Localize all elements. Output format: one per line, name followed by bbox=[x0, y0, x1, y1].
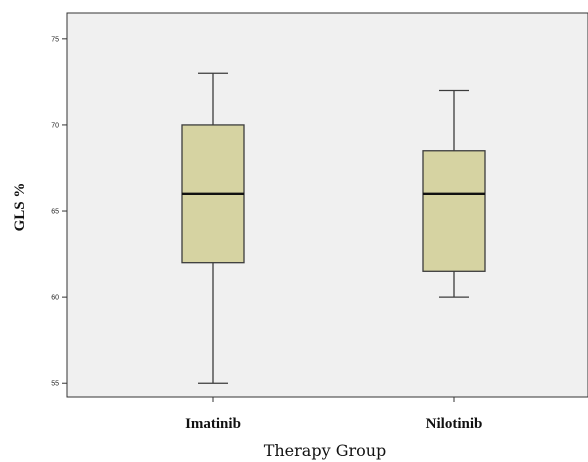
y-tick-label: 75 bbox=[51, 36, 59, 43]
y-tick-label: 55 bbox=[51, 381, 59, 388]
boxes bbox=[181, 72, 486, 384]
x-tick-label: Imatinib bbox=[185, 416, 241, 432]
x-axis-title: Therapy Group bbox=[264, 441, 387, 460]
x-axis: Imatinib Nilotinib bbox=[185, 397, 482, 432]
y-tick-label: 70 bbox=[51, 122, 59, 129]
box-imatinib bbox=[181, 72, 245, 384]
y-tick-label: 65 bbox=[51, 209, 59, 216]
iqr-box bbox=[422, 150, 486, 272]
box-nilotinib bbox=[422, 89, 486, 298]
y-axis: 55 60 65 70 75 bbox=[51, 36, 67, 388]
y-axis-title: GLS % bbox=[12, 183, 28, 232]
y-tick-label: 60 bbox=[51, 295, 59, 302]
plot-area bbox=[66, 12, 588, 398]
x-tick-label: Nilotinib bbox=[426, 416, 483, 432]
